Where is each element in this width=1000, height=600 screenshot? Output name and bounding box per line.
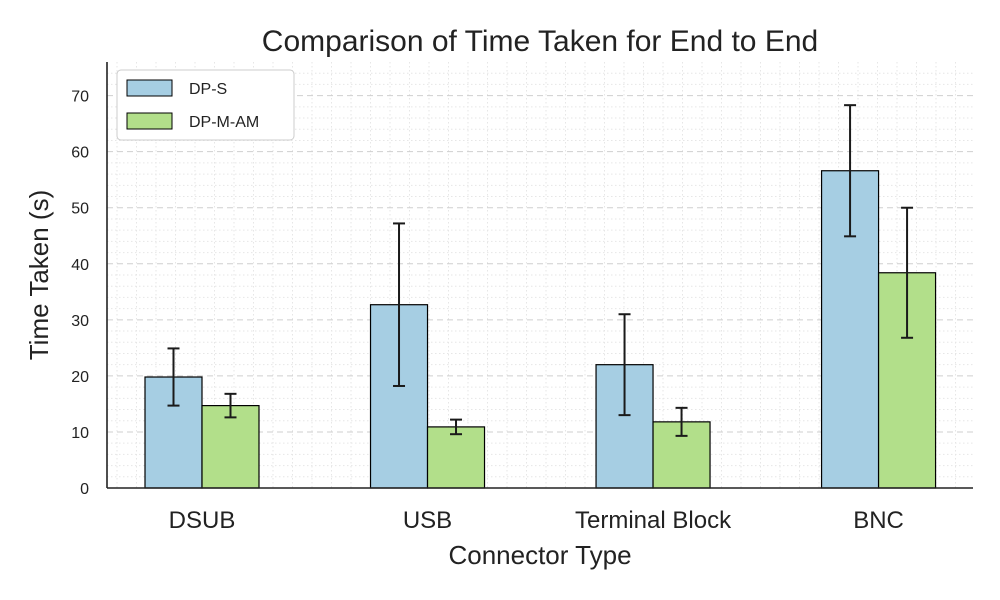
y-tick-label: 50 — [71, 201, 89, 218]
bar-dp-m-am-usb — [426, 426, 486, 489]
y-tick-label: 70 — [71, 89, 89, 106]
x-axis-label: Connector Type — [448, 540, 631, 570]
error-bar-dp-s-dsub — [167, 347, 180, 407]
y-axis-label: Time Taken (s) — [24, 190, 54, 361]
y-tick-label: 20 — [71, 369, 89, 386]
bars — [144, 170, 937, 489]
y-ticks: 0 10 20 30 40 50 60 70 — [71, 89, 89, 498]
x-tick-label-dsub: DSUB — [169, 507, 236, 534]
y-tick-label: 40 — [71, 257, 89, 274]
y-tick-label: 30 — [71, 313, 89, 330]
x-tick-label-terminal-block: Terminal Block — [575, 507, 732, 534]
legend-swatch-dp-s — [126, 79, 173, 97]
error-bars — [167, 104, 914, 437]
error-bar-dp-m-am-dsub — [224, 392, 237, 419]
grid — [107, 62, 973, 488]
error-bar-dp-m-am-terminal-block — [675, 406, 688, 437]
error-bar-dp-m-am-usb — [450, 418, 463, 436]
bar-dp-m-am-dsub — [201, 405, 260, 489]
x-tick-label-usb: USB — [403, 507, 452, 534]
error-bar-dp-s-terminal-block — [618, 313, 631, 417]
legend-label-dp-s: DP-S — [189, 81, 227, 98]
x-ticks: DSUB USB Terminal Block BNC — [169, 507, 904, 534]
chart-title: Comparison of Time Taken for End to End — [262, 25, 818, 58]
error-bar-dp-s-usb — [393, 222, 406, 387]
y-tick-label: 60 — [71, 145, 89, 162]
y-tick-label: 10 — [71, 425, 89, 442]
legend-label-dp-m-am: DP-M-AM — [189, 114, 259, 131]
legend: DP-S DP-M-AM — [116, 69, 295, 141]
error-bar-dp-s-bnc — [844, 104, 857, 238]
y-tick-label: 0 — [80, 481, 89, 498]
error-bar-dp-m-am-bnc — [901, 206, 914, 339]
legend-swatch-dp-m-am — [126, 112, 173, 130]
axes — [106, 62, 973, 489]
x-tick-label-bnc: BNC — [853, 507, 904, 534]
